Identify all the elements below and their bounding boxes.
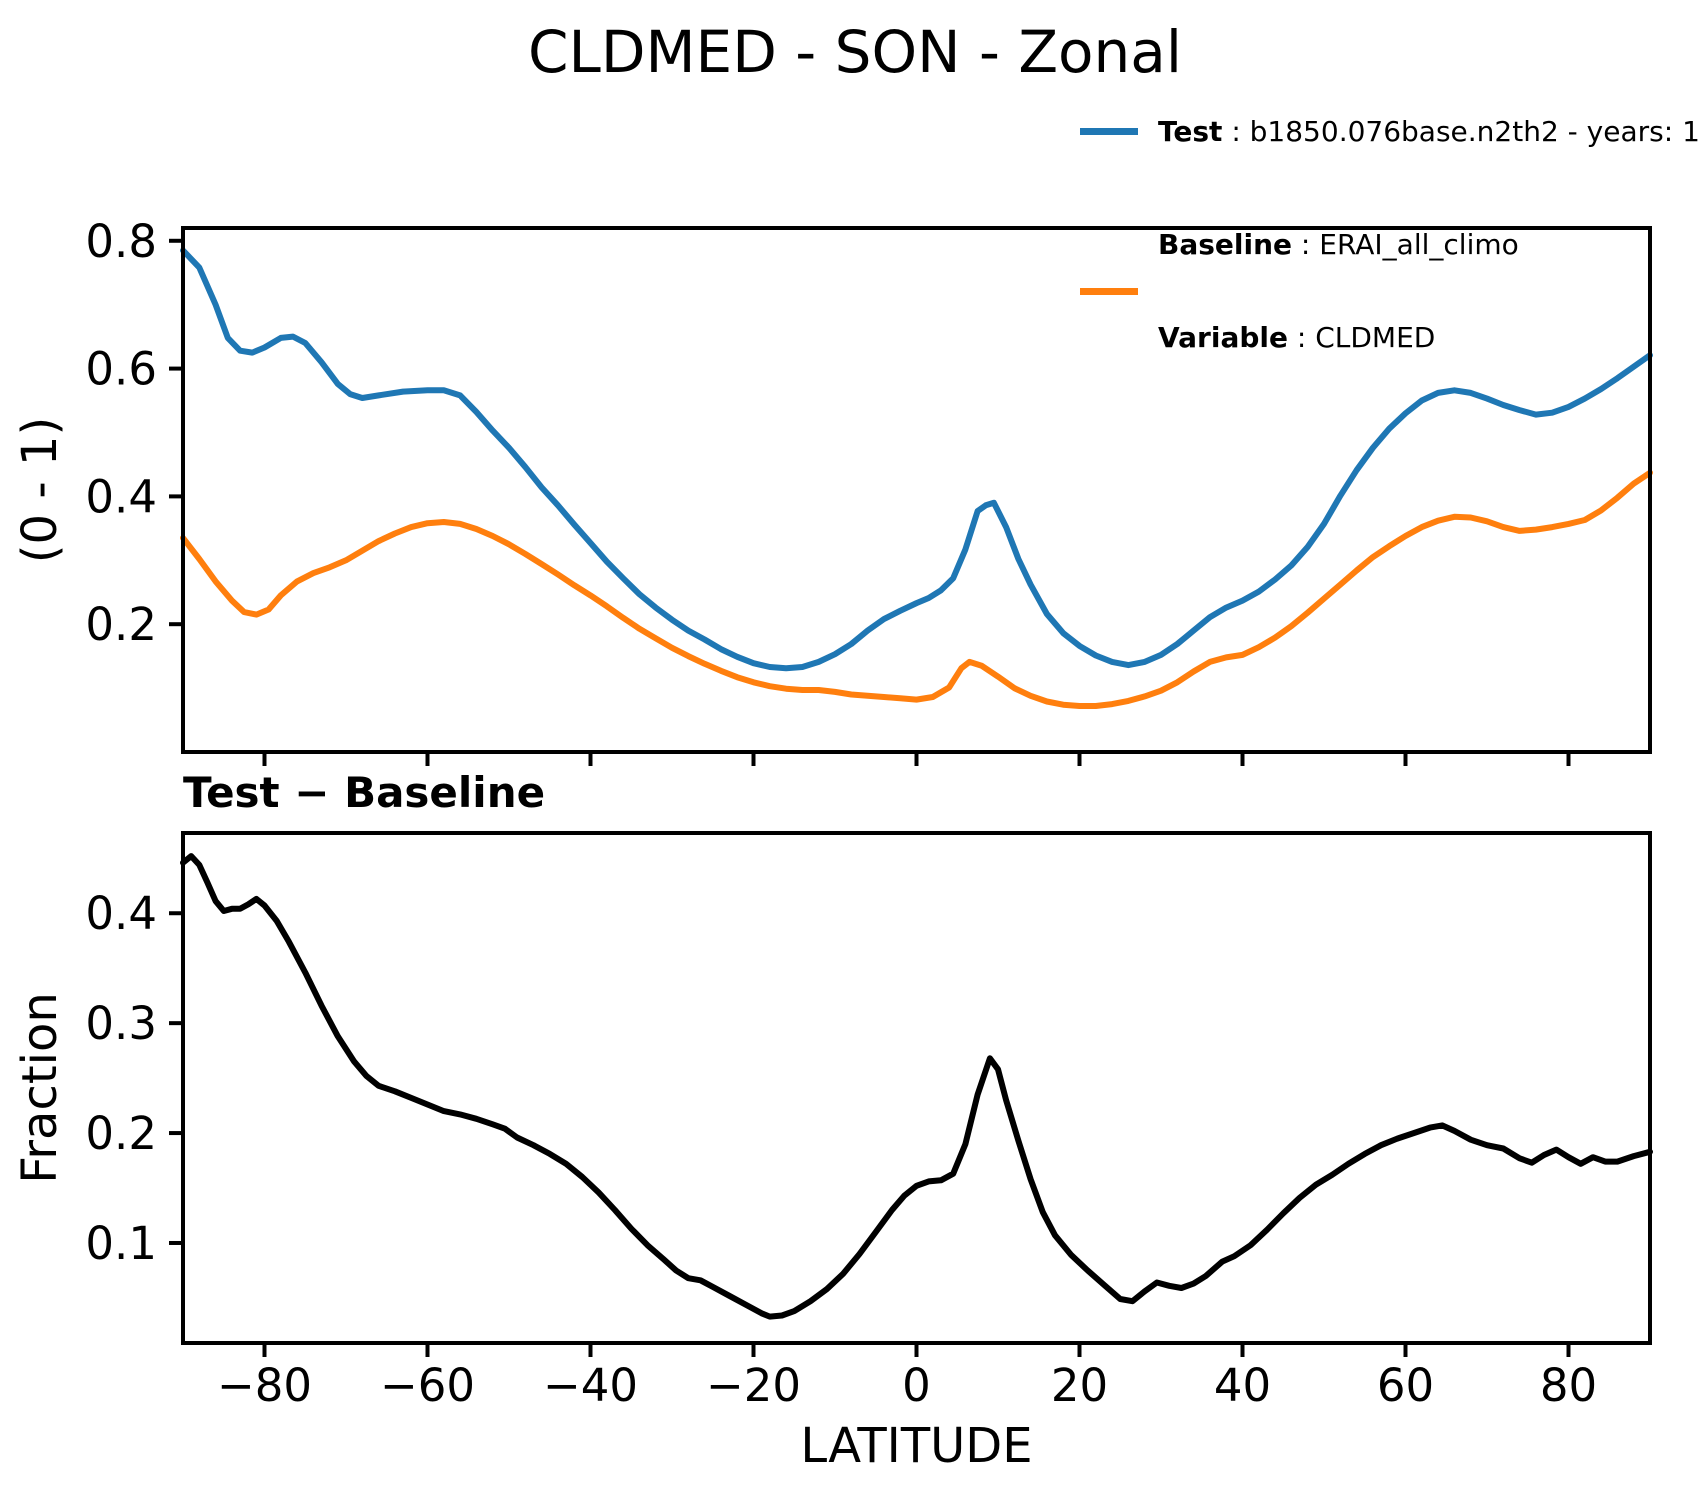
top-plot: 0.2 0.4 0.6 0.8 <box>85 215 1653 766</box>
x-tick-label: −20 <box>706 1359 801 1412</box>
legend-test-label: Test <box>1158 115 1223 148</box>
bottom-plot: −80 −60 −40 −20 0 20 40 60 80 0.1 0.2 0.3 0.4 <box>85 831 1653 1412</box>
legend-variable-value: : CLDMED <box>1287 321 1436 354</box>
series-Test <box>180 247 1653 672</box>
y-tick-label: 0.4 <box>85 470 157 523</box>
x-tick-label: −40 <box>543 1359 638 1412</box>
legend-entry-test: Test : b1850.076base.n2th2 - years: 1-4 <box>1080 116 1700 147</box>
baseline-line-swatch <box>1080 287 1138 295</box>
x-tick-label: 40 <box>1214 1359 1271 1412</box>
y-tick-label: 0.8 <box>85 215 157 268</box>
y-tick-label: 0.6 <box>85 343 157 396</box>
legend-baseline-label: Baseline <box>1158 228 1293 261</box>
y-tick-label: 0.4 <box>85 887 157 940</box>
legend-entry-baseline-text: Baseline : ERAI_all_climo Variable : CLD… <box>1158 167 1519 415</box>
bottom-plot-ylabel: Fraction <box>12 992 69 1184</box>
legend-variable-line: Variable : CLDMED <box>1158 322 1519 353</box>
series-Baseline <box>180 469 1653 709</box>
legend-entry-test-text: Test : b1850.076base.n2th2 - years: 1-4 <box>1158 116 1700 147</box>
x-tick-label: −80 <box>217 1359 312 1412</box>
y-tick-label: 0.2 <box>85 1107 157 1160</box>
x-axis-label: LATITUDE <box>800 1418 1033 1474</box>
legend-baseline-line: Baseline : ERAI_all_climo <box>1158 229 1519 260</box>
x-tick-label: 80 <box>1540 1359 1597 1412</box>
y-tick-label: 0.2 <box>85 598 157 651</box>
plot-frame <box>181 226 1652 754</box>
series-Test − Baseline <box>180 853 1653 1320</box>
test-line-swatch <box>1080 128 1138 135</box>
x-tick-label: 0 <box>902 1359 931 1412</box>
chart-title: CLDMED - SON - Zonal <box>528 18 1182 86</box>
x-tick-label: 20 <box>1051 1359 1108 1412</box>
top-plot-ylabel: (0 - 1) <box>12 416 68 564</box>
y-tick-label: 0.3 <box>85 997 157 1050</box>
legend-entry-baseline: Baseline : ERAI_all_climo Variable : CLD… <box>1080 167 1700 415</box>
legend: Test : b1850.076base.n2th2 - years: 1-4 … <box>1080 116 1700 415</box>
plot-frame <box>181 831 1652 1345</box>
legend-variable-label: Variable <box>1158 321 1288 354</box>
x-tick-label: −60 <box>380 1359 475 1412</box>
x-tick-label: 60 <box>1377 1359 1434 1412</box>
legend-test-value: : b1850.076base.n2th2 - years: 1-4 <box>1222 115 1700 148</box>
legend-baseline-value: : ERAI_all_climo <box>1292 228 1519 261</box>
y-tick-label: 0.1 <box>85 1217 157 1270</box>
diff-plot-title: Test − Baseline <box>183 768 546 817</box>
